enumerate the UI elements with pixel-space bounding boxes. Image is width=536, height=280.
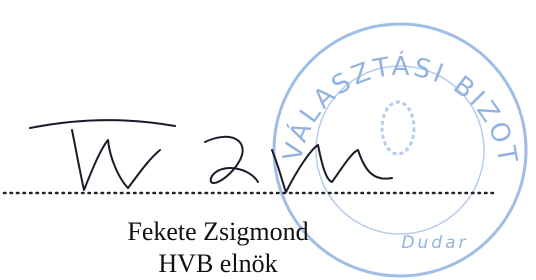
signature-stroke <box>30 120 175 128</box>
signer-name: Fekete Zsigmond <box>127 217 308 246</box>
stamp-ring-text: VÁLASZTÁSI BIZOTTSÁG <box>0 0 523 168</box>
stamp-ring-textpath: VÁLASZTÁSI BIZOTTSÁG <box>0 0 523 168</box>
stamp-crest <box>382 102 414 154</box>
signature-block: VÁLASZTÁSI BIZOTTSÁG Dudar Fekete Zsigmo… <box>0 0 536 280</box>
signature-stroke <box>205 137 258 183</box>
signer-role: HVB elnök <box>158 249 277 278</box>
handwritten-signature <box>30 120 392 192</box>
stamp-place: Dudar <box>401 233 468 253</box>
page: VÁLASZTÁSI BIZOTTSÁG Dudar Fekete Zsigmo… <box>0 0 536 280</box>
signature-stroke <box>72 130 160 190</box>
